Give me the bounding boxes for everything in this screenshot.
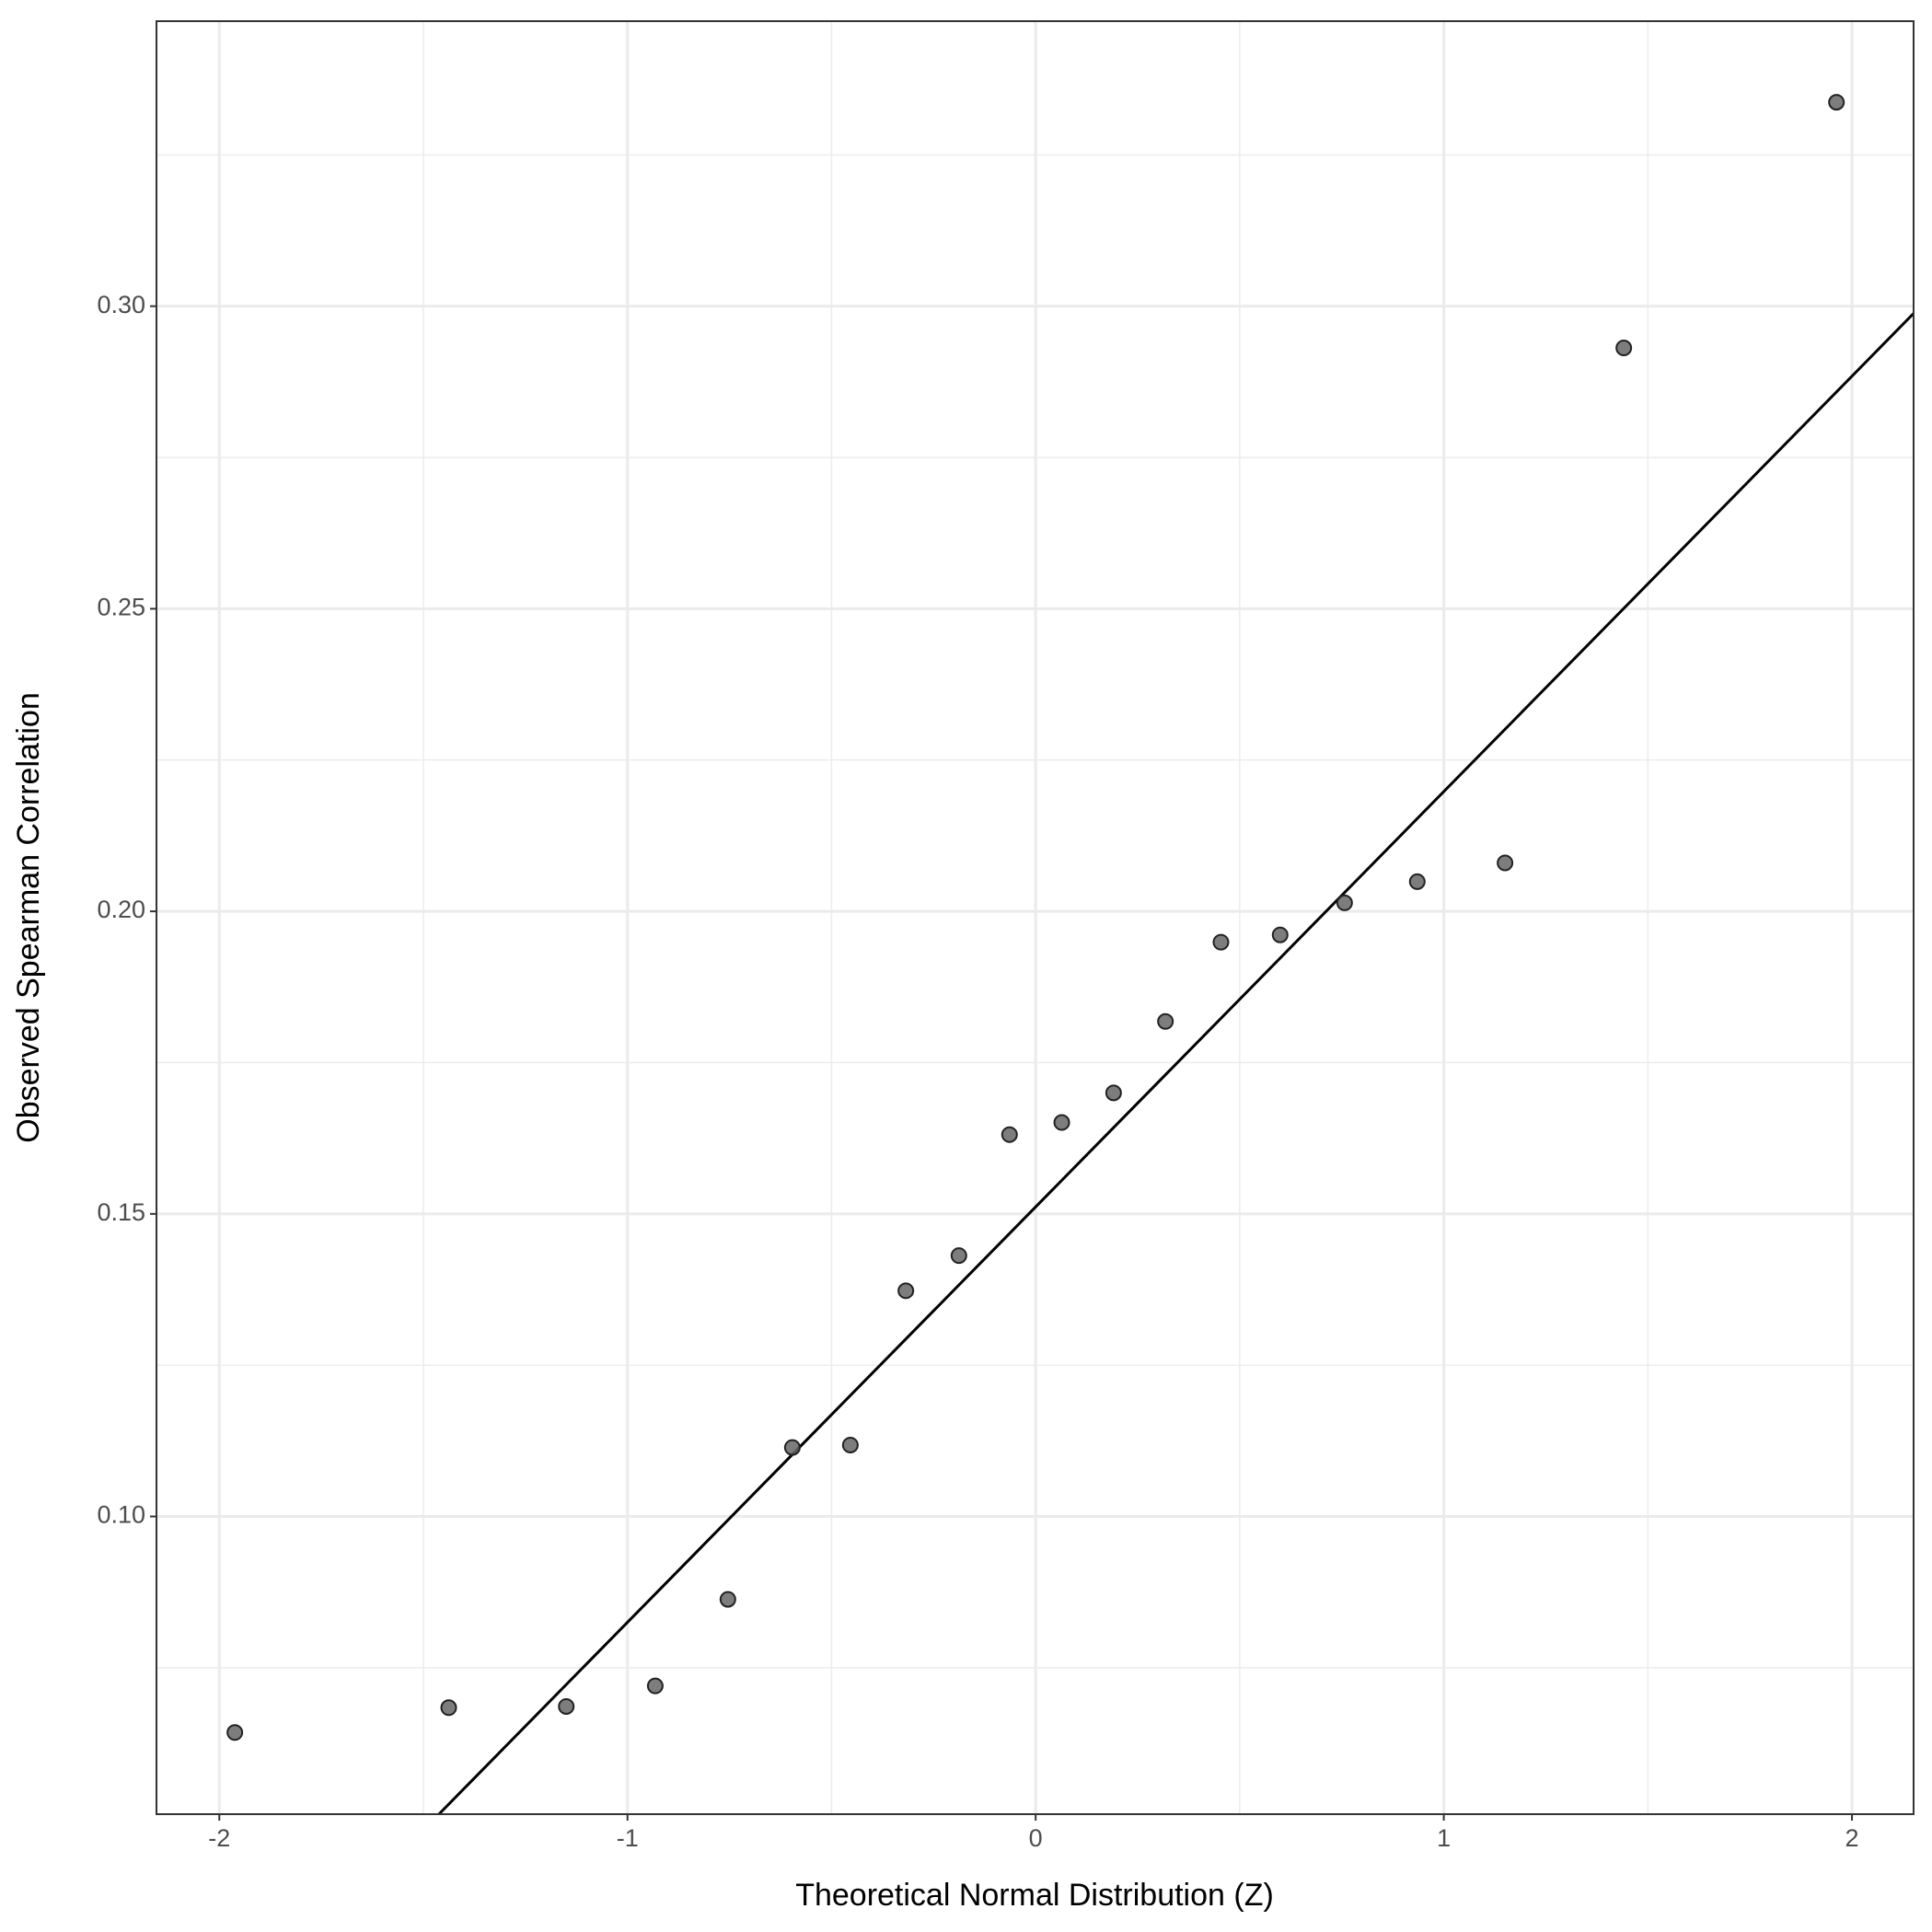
y-tick-label: 0.25 <box>97 594 145 621</box>
point <box>646 1677 664 1695</box>
x-axis-title: Theoretical Normal Distribution (Z) <box>795 1878 1274 1913</box>
point <box>1828 94 1845 111</box>
y-tick-label: 0.15 <box>97 1198 145 1226</box>
point <box>1336 894 1353 911</box>
point <box>1157 1012 1174 1030</box>
x-tick-label: -1 <box>617 1824 639 1852</box>
point <box>1497 854 1514 872</box>
x-tick-label: 1 <box>1437 1824 1451 1852</box>
point <box>440 1699 457 1717</box>
point <box>1053 1114 1070 1131</box>
x-tick-label: -2 <box>208 1824 230 1852</box>
y-tick-label: 0.20 <box>97 896 145 923</box>
y-axis-title: Observed Spearman Correlation <box>11 692 46 1142</box>
y-tick-label: 0.10 <box>97 1501 145 1529</box>
point <box>950 1247 967 1265</box>
point <box>783 1439 801 1456</box>
reference-line <box>437 312 1914 1814</box>
x-tick-label: 0 <box>1029 1824 1043 1852</box>
x-tick-label: 2 <box>1845 1824 1859 1852</box>
y-tick-label: 0.30 <box>97 291 145 318</box>
axes: -2 -1 0 1 2 0.10 0.15 0.20 0.25 0.30 <box>97 291 1858 1852</box>
plot-area <box>226 94 1914 1814</box>
point <box>1615 340 1633 357</box>
point <box>558 1697 575 1715</box>
point <box>1212 933 1230 951</box>
point <box>897 1282 915 1300</box>
point <box>1105 1084 1122 1102</box>
point <box>226 1724 244 1741</box>
point <box>1408 873 1426 890</box>
grid <box>156 21 1914 1814</box>
point <box>1001 1126 1018 1143</box>
point <box>1271 926 1289 943</box>
point <box>841 1436 859 1453</box>
point <box>719 1591 736 1608</box>
